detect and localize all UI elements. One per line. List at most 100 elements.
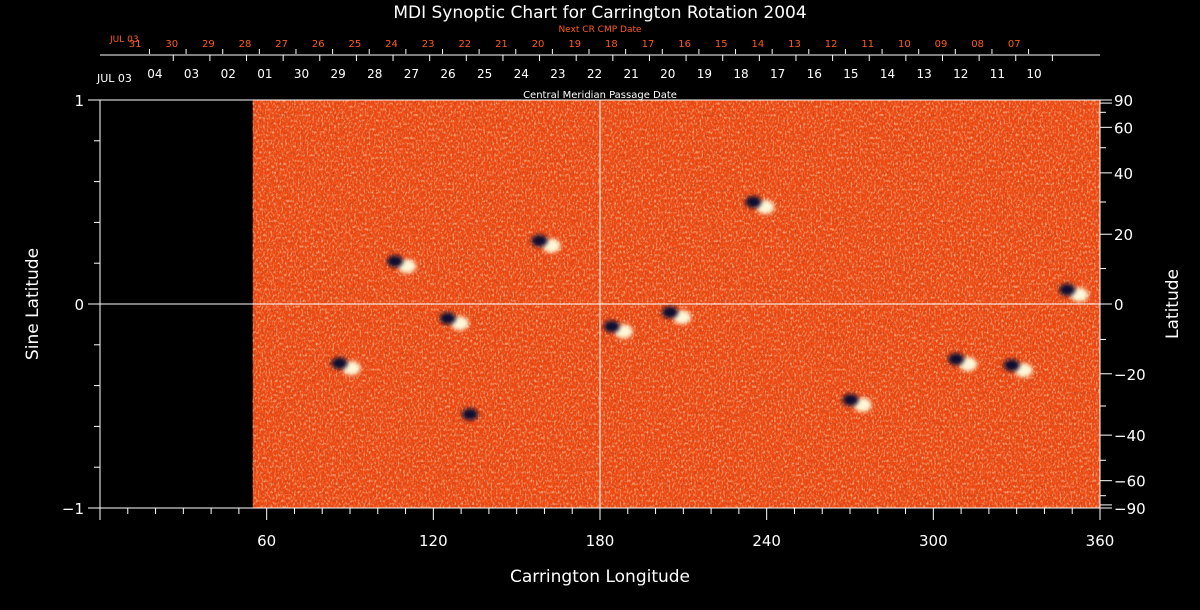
y-tick-label-right: 0 bbox=[1114, 296, 1124, 314]
negative-flux bbox=[603, 320, 620, 333]
next-cr-date-label: 30 bbox=[165, 39, 178, 50]
next-cr-date-label: 09 bbox=[935, 39, 948, 50]
x-tick-label: 300 bbox=[919, 532, 948, 550]
y-tick-label-left: −1 bbox=[62, 500, 84, 518]
cmp-date-label: 21 bbox=[623, 67, 638, 81]
negative-flux bbox=[462, 408, 478, 421]
x-tick-label: 180 bbox=[586, 532, 615, 550]
cmp-date-label: 13 bbox=[917, 67, 932, 81]
negative-flux bbox=[662, 306, 678, 319]
active-region bbox=[439, 312, 469, 331]
y-tick-label-right: −40 bbox=[1114, 427, 1146, 445]
cmp-date-label: 02 bbox=[221, 67, 236, 81]
next-cr-date-label: 15 bbox=[715, 39, 728, 50]
next-cr-date-label: 18 bbox=[605, 39, 618, 50]
axes: 60 120 180 240 300 36010−1906040200−20−40−60−… bbox=[62, 39, 1146, 550]
next-cr-date-label: 24 bbox=[385, 39, 398, 50]
y-tick-label-right: 40 bbox=[1114, 165, 1133, 183]
active-region bbox=[745, 196, 775, 215]
negative-flux bbox=[842, 393, 859, 406]
cmp-date-label: 18 bbox=[733, 67, 748, 81]
y-tick-label-right: 90 bbox=[1114, 92, 1133, 110]
x-axis-label: Carrington Longitude bbox=[510, 567, 690, 587]
negative-flux bbox=[531, 234, 548, 247]
y-tick-label-right: 20 bbox=[1114, 226, 1133, 244]
next-cr-date-label: 27 bbox=[275, 39, 288, 50]
cmp-date-label: 03 bbox=[184, 67, 199, 81]
next-cr-date-label: 14 bbox=[751, 39, 764, 50]
x-tick-label: 360 bbox=[1086, 532, 1115, 550]
active-region bbox=[1059, 283, 1089, 302]
next-cr-date-label: 22 bbox=[458, 39, 471, 50]
x-tick-label: 120 bbox=[419, 532, 448, 550]
active-region bbox=[948, 353, 978, 372]
y-tick-label-right: −60 bbox=[1114, 473, 1146, 491]
negative-flux bbox=[387, 255, 403, 268]
cmp-date-label: 16 bbox=[807, 67, 822, 81]
cmp-axis-label: Central Meridian Passage Date bbox=[523, 90, 677, 101]
active-region bbox=[1003, 359, 1033, 378]
y-tick-label-right: −90 bbox=[1114, 500, 1146, 518]
y-axis-label-right: Latitude bbox=[1163, 269, 1183, 339]
next-cr-date-label: 19 bbox=[568, 39, 581, 50]
next-cr-label: Next CR CMP Date bbox=[558, 25, 642, 35]
next-cr-date-label: 13 bbox=[788, 39, 801, 50]
next-cr-date-label: 11 bbox=[861, 39, 874, 50]
next-cr-date-label: 21 bbox=[495, 39, 508, 50]
next-cr-date-label: 08 bbox=[971, 39, 984, 50]
negative-flux bbox=[331, 357, 348, 370]
next-cr-start-label: JUL 03 bbox=[109, 35, 139, 45]
cmp-date-label: 15 bbox=[843, 67, 858, 81]
cmp-date-label: 19 bbox=[697, 67, 712, 81]
x-tick-label: 240 bbox=[752, 532, 781, 550]
negative-flux bbox=[1059, 283, 1076, 296]
cmp-date-label: 22 bbox=[587, 67, 602, 81]
cmp-date-label: 01 bbox=[257, 67, 272, 81]
next-cr-date-label: 20 bbox=[532, 39, 545, 50]
y-axis-label-left: Sine Latitude bbox=[23, 248, 43, 360]
active-region bbox=[387, 255, 416, 274]
next-cr-date-label: 26 bbox=[312, 39, 325, 50]
cmp-date-label: 30 bbox=[294, 67, 309, 81]
y-tick-label-left: 0 bbox=[74, 296, 84, 314]
cmp-date-label: 27 bbox=[404, 67, 419, 81]
next-cr-date-label: 29 bbox=[202, 39, 215, 50]
cmp-date-label: 29 bbox=[330, 67, 345, 81]
y-tick-label-left: 1 bbox=[74, 92, 84, 110]
next-cr-date-label: 07 bbox=[1008, 39, 1021, 50]
y-tick-label-right: 60 bbox=[1114, 119, 1133, 137]
next-cr-date-label: 31 bbox=[129, 39, 142, 50]
cmp-date-label: 26 bbox=[440, 67, 455, 81]
next-cr-date-label: 23 bbox=[422, 39, 435, 50]
cmp-date-label: 28 bbox=[367, 67, 382, 81]
next-cr-date-label: 17 bbox=[642, 39, 655, 50]
cmp-date-label: 10 bbox=[1026, 67, 1041, 81]
cmp-start-label: JUL 03 bbox=[96, 72, 132, 85]
x-tick-label: 60 bbox=[257, 532, 276, 550]
negative-flux bbox=[1003, 359, 1020, 372]
cmp-date-label: 04 bbox=[147, 67, 162, 81]
cmp-date-label: 24 bbox=[514, 67, 529, 81]
cmp-date-label: 12 bbox=[953, 67, 968, 81]
next-cr-date-label: 10 bbox=[898, 39, 911, 50]
active-region bbox=[842, 393, 872, 412]
active-region bbox=[662, 306, 691, 325]
cmp-date-label: 14 bbox=[880, 67, 895, 81]
y-tick-label-right: −20 bbox=[1114, 366, 1146, 384]
next-cr-date-label: 12 bbox=[825, 39, 838, 50]
active-region bbox=[331, 357, 361, 376]
cmp-date-label: 11 bbox=[990, 67, 1005, 81]
chart-title: MDI Synoptic Chart for Carrington Rotati… bbox=[393, 3, 806, 23]
next-cr-date-label: 16 bbox=[678, 39, 691, 50]
next-cr-date-label: 25 bbox=[349, 39, 362, 50]
negative-flux bbox=[948, 353, 965, 366]
cmp-date-label: 25 bbox=[477, 67, 492, 81]
active-region bbox=[603, 320, 633, 339]
active-region bbox=[531, 234, 561, 253]
cmp-date-label: 20 bbox=[660, 67, 675, 81]
negative-flux bbox=[745, 196, 762, 209]
negative-flux bbox=[439, 312, 456, 325]
cmp-date-label: 17 bbox=[770, 67, 785, 81]
next-cr-date-label: 28 bbox=[239, 39, 252, 50]
